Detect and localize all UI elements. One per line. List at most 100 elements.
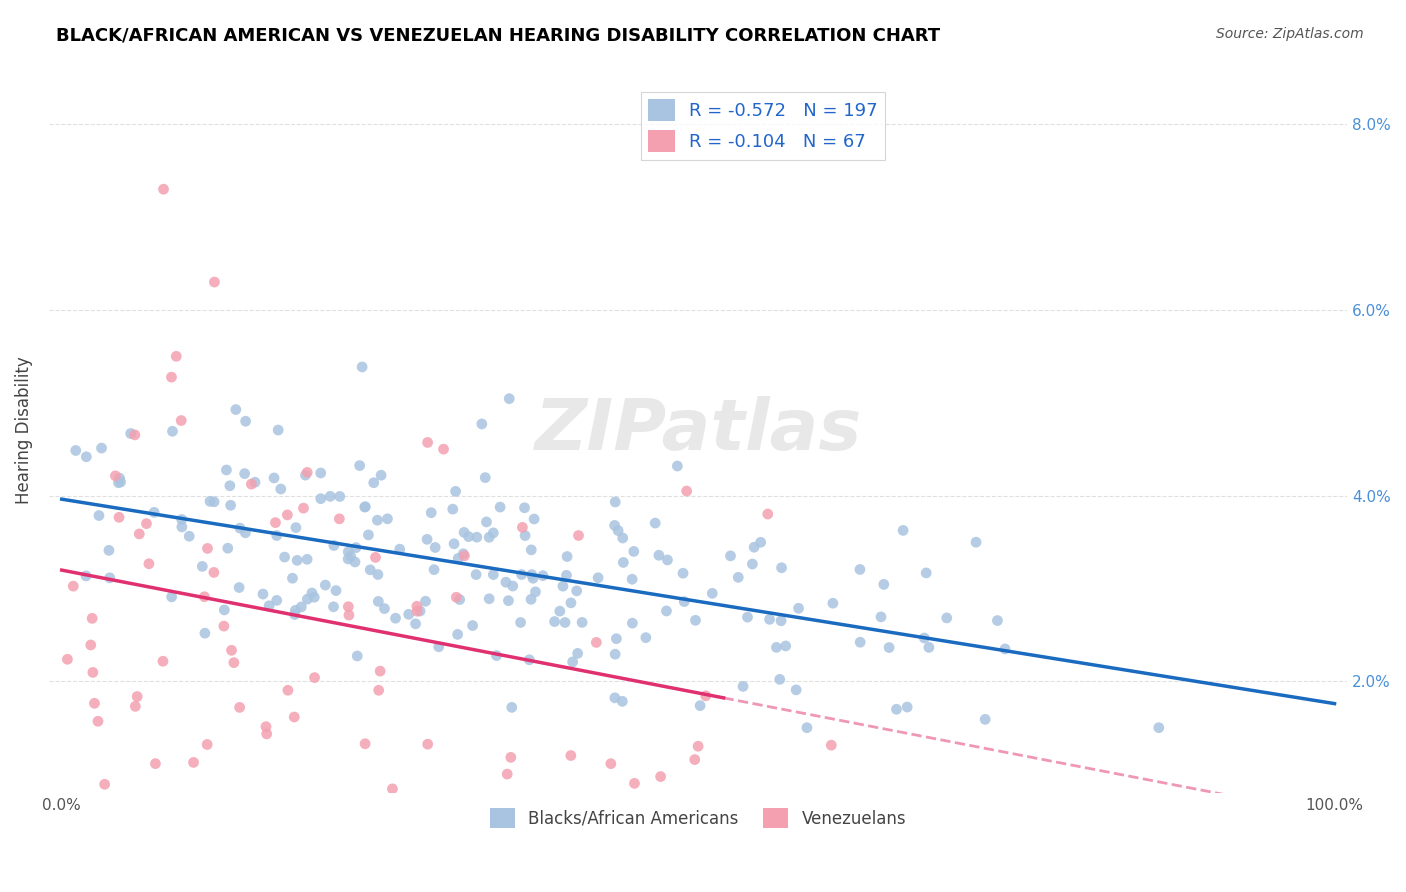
Point [498,593,520,607]
Point [672,566,695,581]
Point [409,604,432,618]
Point [512,520,534,534]
Point [441,502,464,516]
Point [222,656,245,670]
Point [406,604,429,618]
Text: BLACK/AFRICAN AMERICAN VS VENEZUELAN HEARING DISABILITY CORRELATION CHART: BLACK/AFRICAN AMERICAN VS VENEZUELAN HEA… [56,27,941,45]
Text: ZIPatlas: ZIPatlas [534,396,862,465]
Point [337,552,360,566]
Point [877,640,900,655]
Point [657,553,679,567]
Point [432,442,454,457]
Point [297,592,319,607]
Point [599,756,621,771]
Point [453,525,475,540]
Point [623,776,645,790]
Point [314,578,336,592]
Point [370,468,392,483]
Point [110,475,132,489]
Point [585,635,607,649]
Point [104,468,127,483]
Point [183,756,205,770]
Point [97,543,120,558]
Point [571,615,593,630]
Point [214,603,236,617]
Point [143,505,166,519]
Point [352,359,374,374]
Point [377,512,399,526]
Point [648,548,671,562]
Point [731,679,754,693]
Point [337,608,360,623]
Point [398,804,420,818]
Point [252,587,274,601]
Point [446,591,468,605]
Point [449,592,471,607]
Point [886,702,908,716]
Point [447,551,470,566]
Point [235,414,257,428]
Point [322,599,344,614]
Point [510,567,533,582]
Point [366,513,388,527]
Point [498,392,520,406]
Point [849,562,872,576]
Point [349,458,371,473]
Text: Source: ZipAtlas.com: Source: ZipAtlas.com [1216,27,1364,41]
Point [499,750,522,764]
Point [202,495,225,509]
Point [612,531,634,545]
Point [623,544,645,558]
Point [520,592,543,607]
Point [513,528,536,542]
Point [276,508,298,522]
Point [65,443,87,458]
Point [295,466,318,480]
Point [567,646,589,660]
Point [621,572,644,586]
Point [775,639,797,653]
Point [127,690,149,704]
Point [485,648,508,663]
Point [675,483,697,498]
Point [309,491,332,506]
Point [702,586,724,600]
Point [295,552,318,566]
Point [756,507,779,521]
Point [685,613,707,627]
Point [120,426,142,441]
Point [319,489,342,503]
Point [605,495,627,509]
Point [368,664,391,678]
Point [423,563,446,577]
Point [170,413,193,427]
Point [367,683,389,698]
Point [225,402,247,417]
Point [475,515,498,529]
Point [787,601,810,615]
Point [215,463,238,477]
Point [416,737,439,751]
Point [108,471,131,485]
Point [727,570,749,584]
Point [548,604,571,618]
Point [304,591,326,605]
Point [170,520,193,534]
Point [489,500,512,514]
Point [770,614,793,628]
Point [325,583,347,598]
Point [337,545,360,559]
Point [849,635,872,649]
Point [309,466,332,480]
Point [749,535,772,549]
Point [273,550,295,565]
Point [986,614,1008,628]
Point [522,571,544,585]
Point [612,694,634,708]
Point [471,417,494,431]
Point [634,631,657,645]
Point [465,530,488,544]
Point [160,370,183,384]
Point [520,567,543,582]
Point [451,547,474,561]
